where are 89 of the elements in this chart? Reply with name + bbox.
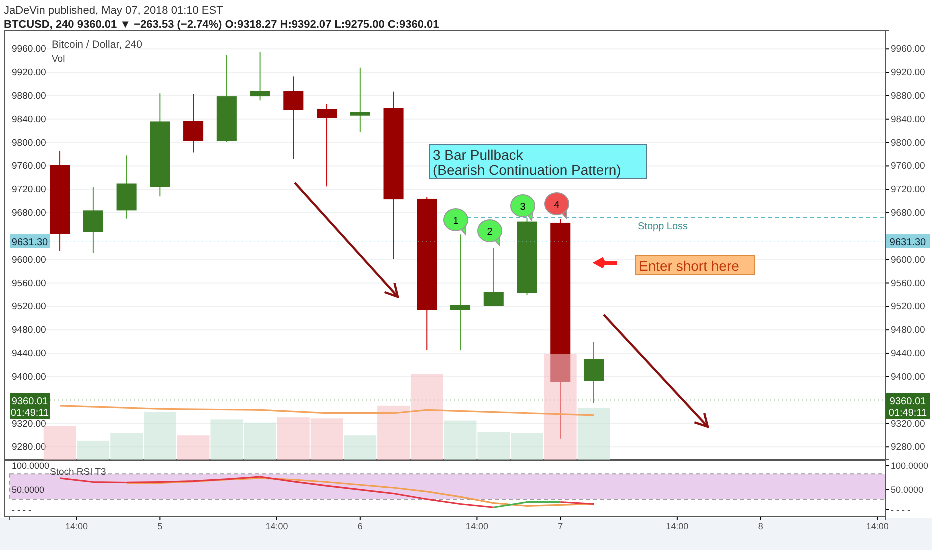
y-tick-label: 9560.00 — [12, 278, 46, 290]
bar — [244, 422, 276, 460]
y2-tick-label: 9800.00 — [891, 138, 926, 149]
bar — [210, 420, 244, 460]
y-tick-label: 9960.00 — [12, 44, 46, 56]
candlestick — [484, 248, 504, 307]
y-tick-label: 9600.00 — [12, 254, 46, 266]
ref-line-label: 9631.30 — [12, 238, 49, 249]
bar — [144, 412, 176, 460]
y2-tick-label: 50.0000 — [891, 484, 924, 495]
y2-tick-label: 9960.00 — [891, 44, 926, 56]
bar — [310, 418, 344, 460]
y2-tick-label: 100.0000 — [891, 460, 929, 471]
x-tick-label: 14:00 — [266, 521, 288, 532]
ref-line-label: Stopp Loss — [638, 222, 688, 233]
y-tick-label: 9800.00 — [12, 138, 46, 149]
bar — [110, 434, 143, 460]
candlestick — [184, 94, 204, 154]
annotation: 3 — [520, 202, 526, 213]
y-tick-label: 9520.00 — [12, 302, 46, 313]
y-tick-label: 9280.00 — [12, 442, 46, 454]
candlestick — [284, 76, 304, 160]
text: 01:49:11 — [888, 408, 928, 419]
chart-title: Vol — [52, 54, 66, 65]
x-tick-label: 8 — [758, 521, 764, 532]
y-tick-label: 9680.00 — [12, 208, 46, 220]
text: Bitcoin / Dollar, 240 — [52, 39, 143, 51]
annotation: Enter short here — [639, 258, 740, 274]
annotation: 01:49:11 — [10, 408, 50, 419]
y-tick-label: 50.0000 — [12, 484, 45, 495]
y-tick-label: 9920.00 — [12, 68, 46, 79]
y2-tick-label: 9560.00 — [891, 278, 926, 290]
y2-tick-label: 9880.00 — [891, 91, 926, 102]
y-tick-label: 100.0000 — [12, 460, 50, 471]
bar — [378, 406, 410, 460]
annotation: 4 — [554, 200, 560, 211]
candlestick — [250, 52, 270, 102]
candlestick — [83, 186, 104, 254]
x-tick-label: 14:00 — [466, 521, 488, 532]
y-tick-label: 9400.00 — [12, 372, 46, 383]
y2-tick-label: 9680.00 — [891, 208, 926, 220]
y-tick-label: 9440.00 — [12, 348, 46, 360]
y-tick-label: 9880.00 — [12, 91, 46, 102]
candlestick — [584, 342, 604, 404]
text: 9631.30 — [890, 238, 926, 249]
y-tick-label: - - - - — [12, 504, 32, 515]
x-tick-label: 5 — [158, 521, 163, 532]
annotation: 1 — [453, 216, 460, 227]
y2-tick-label: 9520.00 — [891, 302, 926, 313]
y-tick-label: 9760.00 — [12, 161, 46, 172]
y2-tick-label: 9440.00 — [891, 348, 926, 360]
candlestick — [450, 234, 471, 352]
bar — [410, 374, 444, 460]
ref-line-label: 9360.01 — [12, 396, 49, 408]
candlestick — [350, 67, 370, 133]
annotation: 3 Bar Pullback (Bearish Continuation Pattern) — [433, 147, 622, 178]
candlestick — [317, 104, 338, 188]
x-tick-label: 14:00 — [866, 521, 889, 532]
y-tick-label: 9840.00 — [12, 114, 46, 126]
bar — [344, 436, 377, 460]
y2-tick-label: 9760.00 — [891, 161, 926, 172]
y2-tick-label: 9840.00 — [891, 114, 926, 126]
y2-tick-label: 9320.00 — [891, 418, 926, 430]
bar — [444, 420, 477, 460]
bar — [511, 434, 544, 460]
x-tick-label: 7 — [558, 521, 564, 532]
y2-tick-label: 9720.00 — [891, 184, 926, 196]
text: 9360.01 — [890, 396, 926, 408]
y2-tick-label: 9920.00 — [891, 68, 926, 79]
text: BTCUSD, 240 9360.01 ▼ −263.53 (−2.74%) O:9318.27 H:9392.07 L:9275.00 C:9360.01 — [4, 19, 440, 31]
bar — [478, 432, 510, 460]
chart-title: Stoch RSI T3 — [50, 467, 106, 478]
annotation: 2 — [487, 227, 494, 238]
x-tick-label: 6 — [358, 521, 363, 532]
y2-tick-label: - - - - — [891, 504, 910, 515]
bar — [77, 440, 110, 460]
bar — [578, 408, 610, 460]
x-tick-label: 14:00 — [65, 521, 88, 532]
bar — [277, 418, 310, 460]
bar — [177, 436, 210, 460]
y2-tick-label: 9600.00 — [891, 254, 926, 266]
y-tick-label: 9320.00 — [12, 418, 46, 430]
x-tick-label: 14:00 — [666, 521, 689, 532]
y2-tick-label: 9480.00 — [891, 325, 926, 336]
y-tick-label: 9720.00 — [12, 184, 46, 196]
y2-tick-label: 9280.00 — [891, 442, 926, 454]
text: JaDeVin published, May 07, 2018 01:10 EST — [4, 5, 224, 17]
y-tick-label: 9480.00 — [12, 325, 46, 336]
y2-tick-label: 9400.00 — [891, 372, 926, 383]
